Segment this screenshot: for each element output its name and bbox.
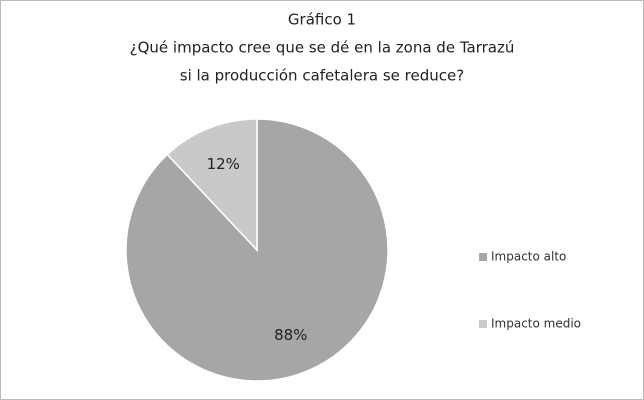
chart-title: Gráfico 1 (288, 11, 356, 29)
legend-label: Impacto alto (491, 250, 566, 264)
pie-slice (166, 118, 258, 252)
legend-swatch (479, 320, 487, 328)
chart-subtitle: ¿Qué impacto cree que se dé en la zona d… (130, 39, 515, 57)
chart-subtitle: si la producción cafetalera se reduce? (180, 67, 464, 85)
data-label: 88% (274, 326, 307, 344)
legend-label: Impacto medio (491, 317, 581, 331)
data-label: 12% (207, 155, 240, 173)
legend-swatch (479, 253, 487, 261)
